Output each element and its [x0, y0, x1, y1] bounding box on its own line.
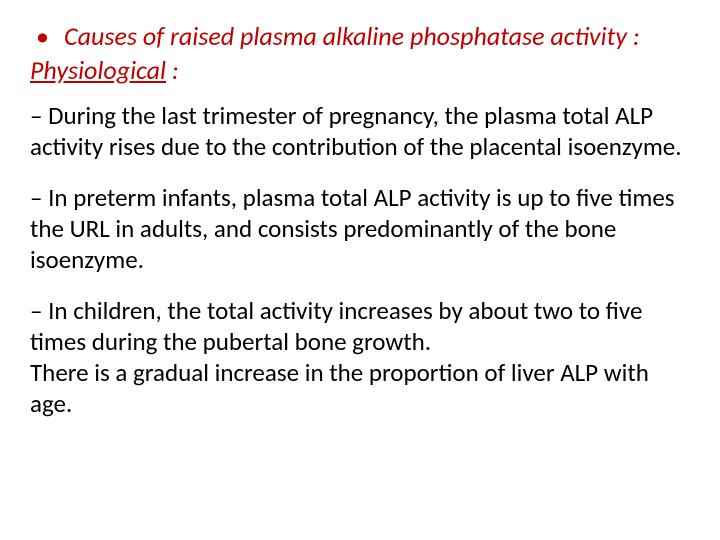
bullet-icon: •: [30, 20, 64, 52]
dash-icon: –: [30, 182, 42, 213]
heading-row: • Causes of raised plasma alkaline phosp…: [30, 20, 690, 52]
heading-subtitle: Physiological :: [30, 54, 690, 86]
paragraph-1: – During the last trimester of pregnancy…: [30, 100, 690, 162]
trailing-text: There is a gradual increase in the propo…: [30, 357, 649, 419]
subtitle-underlined: Physiological: [30, 54, 166, 86]
heading-title: Causes of raised plasma alkaline phospha…: [64, 20, 640, 52]
paragraph-3: – In children, the total activity increa…: [30, 295, 690, 419]
paragraph-2-text: In preterm infants, plasma total ALP act…: [30, 182, 675, 275]
paragraph-3-text: In children, the total activity increase…: [30, 295, 642, 357]
paragraph-1-text: During the last trimester of pregnancy, …: [30, 100, 682, 162]
slide-content: • Causes of raised plasma alkaline phosp…: [0, 0, 720, 540]
dash-icon: –: [30, 295, 42, 326]
subtitle-rest: :: [166, 54, 179, 86]
paragraph-2: – In preterm infants, plasma total ALP a…: [30, 182, 690, 275]
dash-icon: –: [30, 100, 42, 131]
